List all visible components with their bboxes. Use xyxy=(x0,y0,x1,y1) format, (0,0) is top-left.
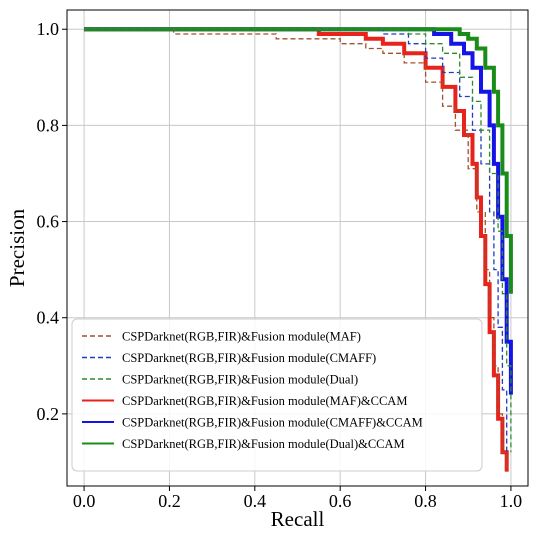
x-tick-label: 1.0 xyxy=(500,491,523,511)
y-axis-label: Precision xyxy=(5,208,29,287)
legend-label: CSPDarknet(RGB,FIR)&Fusion module(MAF)&C… xyxy=(122,394,407,408)
legend-label: CSPDarknet(RGB,FIR)&Fusion module(CMAFF) xyxy=(122,351,376,365)
x-tick-label: 0.2 xyxy=(158,491,181,511)
series-lines xyxy=(84,27,513,472)
y-tick-label: 0.2 xyxy=(37,404,60,424)
series-line-cspdarknet-rgb-fir-fusion-module-dual xyxy=(84,28,512,453)
legend-label: CSPDarknet(RGB,FIR)&Fusion module(Dual)&… xyxy=(122,437,405,451)
axis-ticks: 0.0 0.2 0.4 0.6 0.8 1.0 0.2 0.4 0.6 0.8 1.0 xyxy=(37,19,523,511)
x-tick-label: 0.6 xyxy=(329,491,352,511)
legend-label: CSPDarknet(RGB,FIR)&Fusion module(Dual) xyxy=(122,373,358,387)
y-tick-label: 0.8 xyxy=(37,115,60,135)
x-tick-label: 0.8 xyxy=(414,491,437,511)
y-tick-label: 1.0 xyxy=(37,19,60,39)
x-tick-label: 0.4 xyxy=(244,491,267,511)
x-axis-label: Recall xyxy=(271,507,325,531)
y-tick-label: 0.6 xyxy=(37,212,60,232)
series-line-cspdarknet-rgb-fir-fusion-module-maf xyxy=(84,28,508,472)
series-line-cspdarknet-rgb-fir-fusion-module-maf-ccam xyxy=(84,27,509,472)
y-tick-label: 0.4 xyxy=(37,308,60,328)
legend-label: CSPDarknet(RGB,FIR)&Fusion module(CMAFF)… xyxy=(122,416,423,430)
legend-label: CSPDarknet(RGB,FIR)&Fusion module(MAF) xyxy=(122,330,361,344)
legend: CSPDarknet(RGB,FIR)&Fusion module(MAF) CS… xyxy=(71,318,483,472)
legend-box xyxy=(71,318,483,472)
series-line-cspdarknet-rgb-fir-fusion-module-cmaff xyxy=(84,28,508,453)
series-line-cspdarknet-rgb-fir-fusion-module-cmaff-ccam xyxy=(84,27,513,395)
x-tick-label: 0.0 xyxy=(73,491,96,511)
plot-area-frame xyxy=(66,9,529,487)
series-line-cspdarknet-rgb-fir-fusion-module-dual-ccam xyxy=(84,27,513,294)
